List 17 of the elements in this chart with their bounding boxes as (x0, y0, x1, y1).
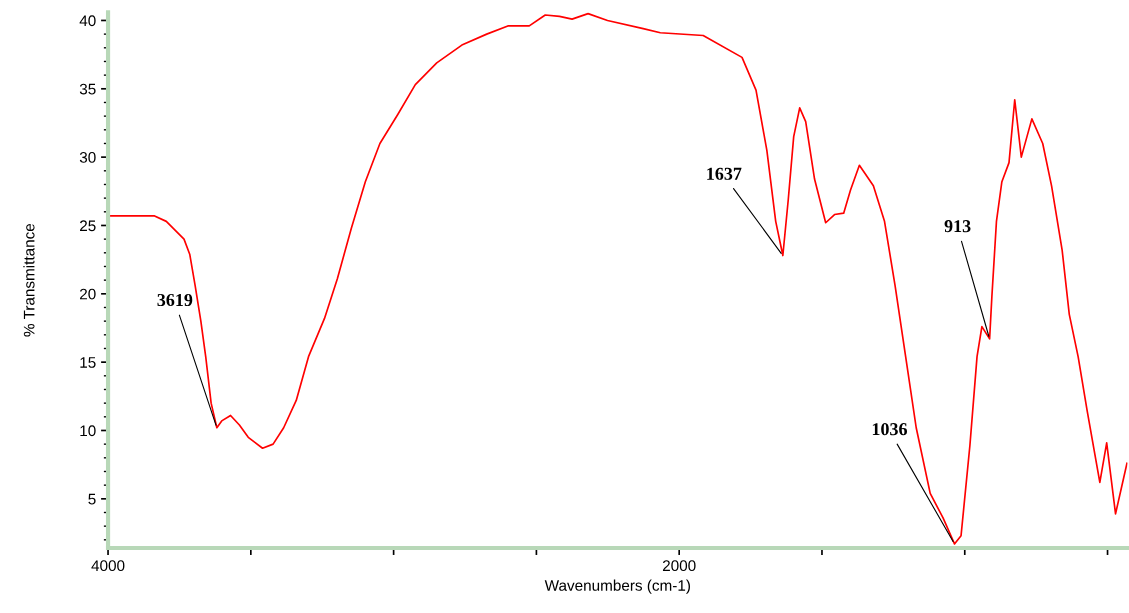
y-tick-label: 20 (80, 288, 96, 300)
annotation: 1036 (872, 423, 907, 436)
y-tick-label: 5 (88, 493, 96, 505)
y-tick-label: 10 (80, 425, 96, 437)
x-tick-label: 2000 (662, 560, 696, 572)
annotation: 3619 (157, 293, 193, 307)
line-series (108, 12, 1128, 545)
annotation: 913 (944, 220, 971, 233)
y-tick-label: 15 (80, 357, 96, 368)
y-axis-title: % Transmittance (23, 223, 35, 337)
y-tick-label: 35 (79, 83, 96, 95)
annotation: 1637 (707, 167, 742, 180)
y-tick-label: 40 (79, 15, 96, 27)
y-tick-label: 25 (80, 220, 96, 232)
x-axis-title: Wavenumbers (cm-1) (544, 579, 690, 594)
y-tick-label: 30 (79, 152, 96, 163)
x-tick-label: 4000 (91, 560, 125, 572)
